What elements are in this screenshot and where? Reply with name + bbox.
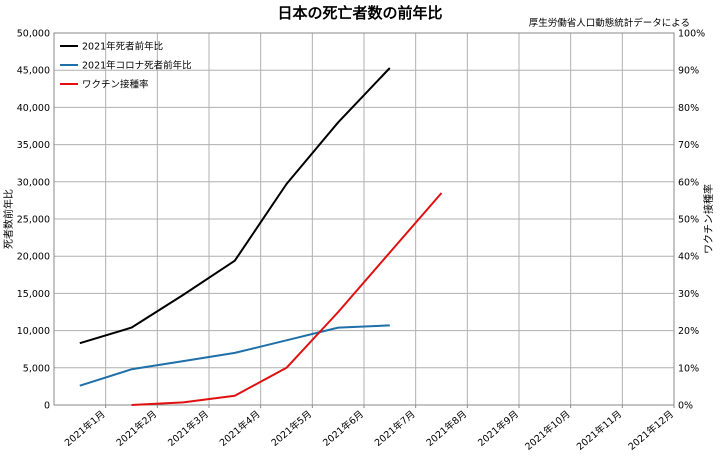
legend-label: 2021年コロナ死者前年比 bbox=[82, 60, 192, 72]
y2-tick-label: 100% bbox=[678, 29, 705, 40]
y-tick-label: 35,000 bbox=[17, 140, 50, 151]
x-tick-label: 2021年6月 bbox=[320, 408, 365, 449]
y2-tick-label: 30% bbox=[678, 289, 699, 300]
y-tick-label: 45,000 bbox=[17, 66, 50, 77]
legend-label: ワクチン接種率 bbox=[82, 79, 149, 91]
y-tick-label: 25,000 bbox=[17, 215, 50, 226]
y2-axis-label: ワクチン接種率 bbox=[702, 184, 715, 254]
y-tick-label: 40,000 bbox=[17, 103, 50, 114]
x-tick-label: 2021年10月 bbox=[523, 408, 573, 453]
y-tick-label: 5,000 bbox=[23, 363, 50, 374]
y-tick-label: 0 bbox=[44, 401, 50, 412]
x-tick-label: 2021年1月 bbox=[62, 408, 107, 449]
x-tick-label: 2021年8月 bbox=[424, 408, 469, 449]
y-axis-label: 死者数前年比 bbox=[2, 189, 15, 249]
series-line-3 bbox=[131, 192, 443, 406]
series-line-1 bbox=[79, 67, 391, 345]
gridlines bbox=[54, 33, 674, 405]
y2-tick-label: 60% bbox=[678, 177, 699, 188]
x-tick-label: 2021年7月 bbox=[372, 408, 417, 449]
y2-tick-label: 40% bbox=[678, 252, 699, 263]
y2-tick-label: 90% bbox=[678, 66, 699, 77]
y-axis-right: 0% 10% 20% 30% 40% 50% 60% 70% 80% 90% 100% bbox=[678, 29, 705, 412]
y2-tick-label: 0% bbox=[678, 401, 693, 412]
x-tick-label: 2021年9月 bbox=[475, 408, 520, 449]
x-tick-label: 2021年5月 bbox=[269, 408, 314, 449]
y-tick-label: 10,000 bbox=[17, 326, 50, 337]
y-tick-label: 15,000 bbox=[17, 289, 50, 300]
y-tick-label: 50,000 bbox=[17, 29, 50, 40]
x-axis: 2021年1月 2021年2月 2021年3月 2021年4月 2021年5月 2021年… bbox=[62, 405, 676, 453]
series-group bbox=[79, 67, 443, 406]
y2-tick-label: 10% bbox=[678, 363, 699, 374]
chart-title: 日本の死亡者数の前年比 bbox=[277, 4, 442, 22]
source-note: 厚生労働省人口動態統計データによる bbox=[529, 17, 690, 29]
series-line-2 bbox=[79, 324, 390, 387]
legend-label: 2021年死者前年比 bbox=[82, 41, 163, 53]
y-tick-label: 30,000 bbox=[17, 177, 50, 188]
y-tick-label: 20,000 bbox=[17, 252, 50, 263]
y2-tick-label: 50% bbox=[678, 215, 699, 226]
x-tick-label: 2021年4月 bbox=[217, 408, 262, 449]
x-tick-label: 2021年12月 bbox=[626, 408, 676, 453]
x-tick-label: 2021年3月 bbox=[165, 408, 210, 449]
x-tick-label: 2021年11月 bbox=[574, 408, 624, 453]
y2-tick-label: 70% bbox=[678, 140, 699, 151]
y2-tick-label: 20% bbox=[678, 326, 699, 337]
y-axis-left: 0 5,000 10,000 15,000 20,000 25,000 30,000 35,0… bbox=[17, 29, 50, 412]
y2-tick-label: 80% bbox=[678, 103, 699, 114]
x-tick-label: 2021年2月 bbox=[114, 408, 159, 449]
